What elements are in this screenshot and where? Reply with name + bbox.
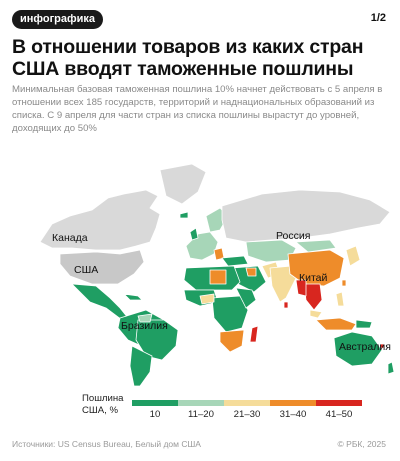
region-new-zealand — [387, 361, 395, 375]
region-venezuela — [137, 313, 153, 323]
region-philippines — [335, 291, 345, 307]
region-korea-japan — [345, 245, 361, 267]
legend-bar — [132, 400, 362, 406]
region-turkey — [221, 255, 249, 267]
legend-label-10: 10 — [149, 409, 161, 420]
legend-swatch-31-40 — [270, 400, 316, 406]
legend-swatch-41-50 — [316, 400, 362, 406]
label-brazil: Бразилия — [121, 320, 168, 332]
label-canada: Канада — [52, 232, 88, 244]
region-iraq — [245, 267, 257, 277]
region-mongolia — [295, 239, 337, 253]
label-china: Китай — [299, 272, 328, 284]
page-indicator[interactable]: 1/2 — [370, 12, 386, 24]
region-mexico — [71, 283, 129, 321]
legend-swatch-11-20 — [178, 400, 224, 406]
page-title: В отношении товаров из каких стран США в… — [12, 36, 364, 80]
region-australia — [333, 331, 383, 367]
region-russia — [221, 189, 391, 243]
region-iceland — [179, 211, 189, 219]
world-tariff-map: Канада США Россия Бразилия Китай Австрал… — [39, 163, 395, 387]
region-southern-africa — [219, 329, 245, 353]
region-madagascar — [249, 325, 259, 343]
label-usa: США — [74, 264, 98, 276]
label-russia: Россия — [276, 230, 310, 242]
legend-swatch-10 — [132, 400, 178, 406]
region-indonesia — [315, 317, 357, 331]
legend-swatch-21-30 — [224, 400, 270, 406]
legend-label-31-40: 31–40 — [279, 409, 307, 420]
page-subtitle: Минимальная базовая таможенная пошлина 1… — [12, 84, 383, 134]
region-taiwan — [341, 279, 347, 287]
region-uk — [189, 227, 199, 241]
region-caribbean — [123, 293, 143, 301]
legend-label-11-20: 11–20 — [188, 409, 214, 420]
region-brazil — [135, 319, 179, 361]
sources-note: Источники: US Census Bureau, Белый дом С… — [12, 439, 201, 449]
legend-label-21-30: 21–30 — [233, 409, 261, 420]
region-greenland — [159, 163, 207, 205]
region-libya — [209, 269, 227, 285]
copyright: © РБК, 2025 — [337, 439, 386, 449]
region-myanmar — [295, 279, 307, 297]
label-australia: Австралия — [339, 341, 391, 353]
region-sahel — [199, 293, 215, 305]
region-indochina — [303, 283, 323, 311]
region-new-caledonia — [379, 343, 385, 349]
tariff-legend: Пошлина США, % 10 11–20 21–30 31–40 41–5… — [82, 393, 392, 423]
legend-labels: 10 11–20 21–30 31–40 41–50 — [132, 409, 362, 420]
region-canada — [39, 189, 161, 251]
region-malaysia — [309, 309, 323, 319]
category-tag: инфографика — [12, 10, 104, 29]
region-china — [287, 249, 345, 287]
legend-title: Пошлина США, % — [82, 393, 124, 416]
region-png — [355, 319, 373, 329]
region-usa — [59, 249, 145, 285]
legend-label-41-50: 41–50 — [325, 409, 353, 420]
region-sri-lanka — [283, 301, 289, 309]
region-east-africa — [235, 287, 257, 309]
region-south-america-south — [129, 345, 153, 387]
